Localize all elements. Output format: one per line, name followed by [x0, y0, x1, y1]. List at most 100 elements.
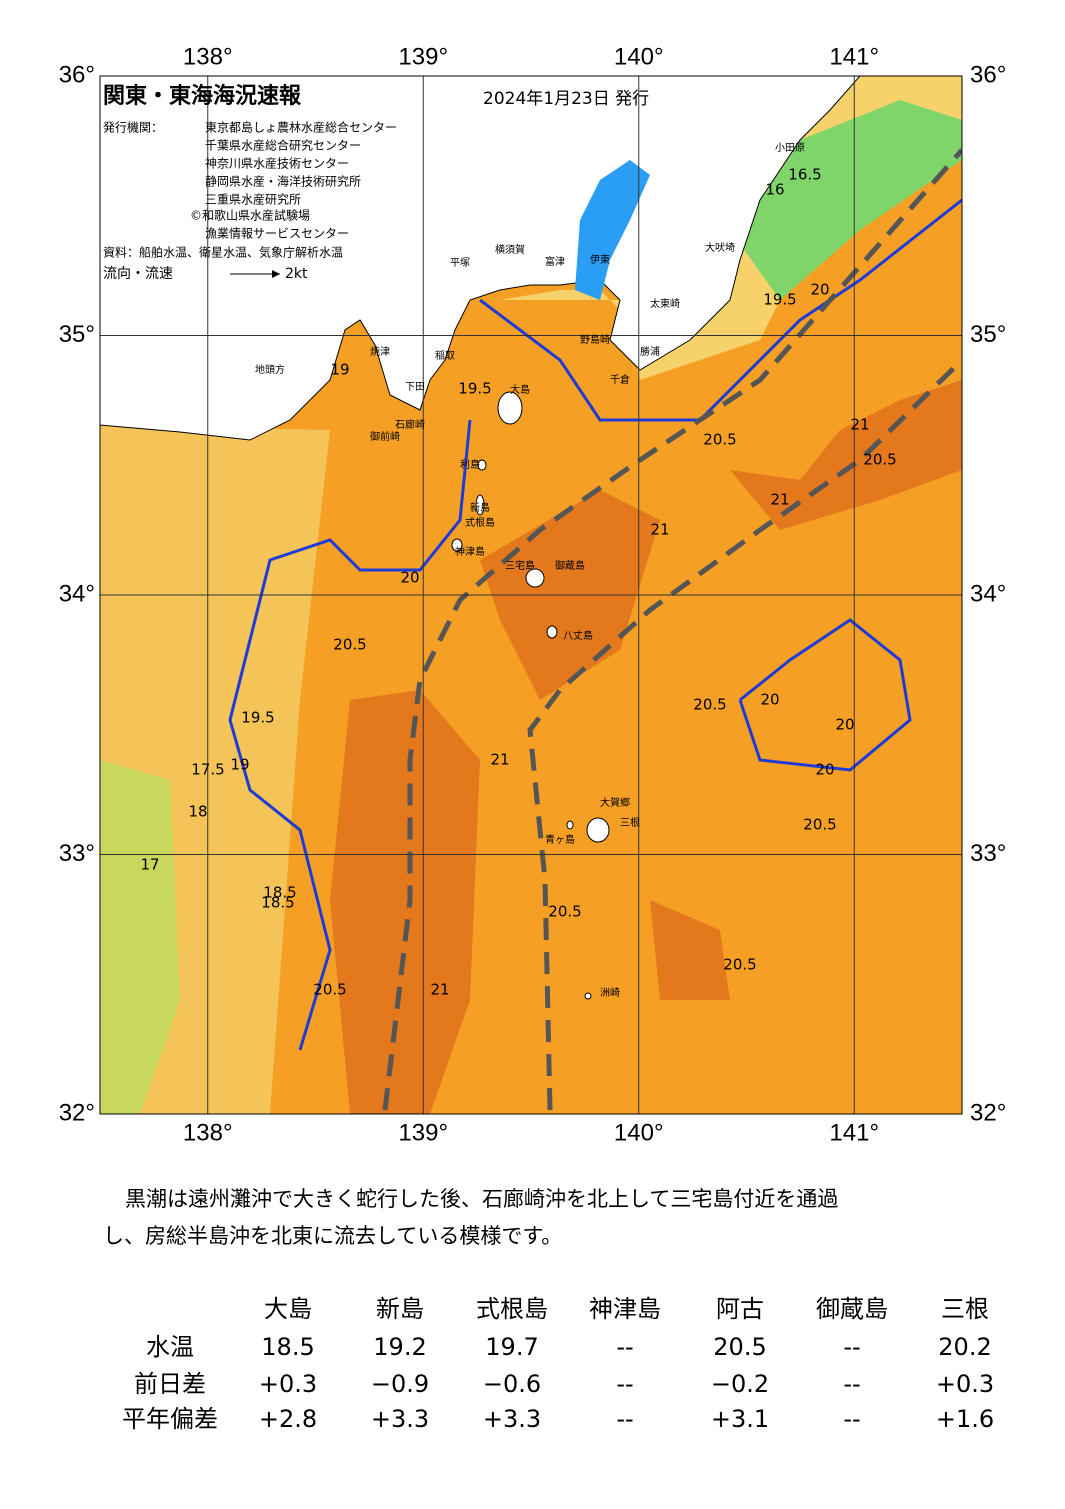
x-tick-label: 140° — [614, 43, 664, 70]
table-cell: -- — [843, 1370, 860, 1398]
place-name: 野島崎 — [580, 333, 610, 346]
table-header: 式根島 — [476, 1295, 548, 1323]
table-cell: 20.5 — [713, 1333, 766, 1361]
warm-water — [650, 900, 730, 1000]
place-name: 太東崎 — [650, 297, 680, 310]
issuer: 三重県水産研究所 — [205, 192, 301, 207]
contour-label: 20 — [835, 716, 854, 734]
place-name: 三宅島 — [505, 559, 535, 572]
place-name: 大吠埼 — [705, 241, 735, 254]
table-cell: -- — [843, 1405, 860, 1433]
contour-label: 21 — [490, 751, 509, 769]
table-header: 三根 — [941, 1295, 989, 1323]
contour-label: 17.5 — [191, 761, 224, 779]
contour-label: 19 — [230, 756, 249, 774]
place-name: 神津島 — [455, 545, 485, 558]
contour-label: 18.5 — [261, 894, 294, 912]
table-cell: −0.6 — [483, 1370, 541, 1398]
x-tick-label: 138° — [183, 43, 233, 70]
warm-water — [330, 690, 480, 1114]
x-tick-label: 141° — [829, 1119, 879, 1146]
flow-arrowhead — [272, 270, 280, 278]
row-label: 水温 — [146, 1333, 194, 1361]
issuer: 漁業情報サービスセンター — [205, 227, 349, 241]
place-name: 伊東 — [590, 253, 610, 266]
flow-scale: 2kt — [285, 266, 308, 282]
table-cell: −0.9 — [371, 1370, 429, 1398]
contour-label: 16 — [765, 181, 784, 199]
islands — [451, 391, 610, 1000]
row-label: 前日差 — [134, 1370, 206, 1398]
issuer: ©和歌山県水産試験場 — [190, 208, 310, 223]
title: 関東・東海海況速報 — [103, 83, 302, 109]
x-tick-label: 140° — [614, 1119, 664, 1146]
table-cell: -- — [616, 1370, 633, 1398]
tokyo-bay — [575, 160, 650, 300]
description: 黒潮は遠州灘沖で大きく蛇行した後、石廊崎沖を北上して三宅島付近を通過し、房総半島… — [103, 1187, 838, 1248]
table-cell: +3.1 — [711, 1405, 769, 1433]
table-header: 神津島 — [589, 1295, 661, 1323]
table-header: 阿古 — [716, 1295, 764, 1323]
table-cell: +1.6 — [936, 1405, 994, 1433]
table-cell: -- — [843, 1333, 860, 1361]
x-tick-label: 139° — [398, 43, 448, 70]
table-header: 新島 — [376, 1295, 424, 1323]
contour-label: 17 — [140, 856, 159, 874]
place-name: 勝浦 — [640, 345, 660, 358]
row-label: 平年偏差 — [122, 1405, 218, 1433]
contour-label: 20.5 — [863, 451, 896, 469]
y-tick-label: 34° — [970, 580, 1006, 607]
issuer: 千葉県水産総合研究センター — [205, 138, 361, 153]
place-name: 三根 — [620, 816, 640, 829]
contour-label: 20 — [810, 281, 829, 299]
table-cell: 20.2 — [938, 1333, 991, 1361]
table-cell: +0.3 — [259, 1370, 317, 1398]
table-cell: +3.3 — [371, 1405, 429, 1433]
land — [100, 76, 861, 441]
place-name: 富津 — [545, 255, 565, 268]
coastal-water — [730, 100, 962, 300]
x-tick-label: 139° — [398, 1119, 448, 1146]
place-name: 御蔵島 — [555, 559, 585, 572]
contour-label: 21 — [430, 981, 449, 999]
place-name: 地頭方 — [255, 363, 285, 376]
y-tick-label: 32° — [59, 1099, 95, 1126]
contour-label: 18.5 — [263, 884, 296, 902]
table-cell: +3.3 — [483, 1405, 541, 1433]
place-name: 焼津 — [370, 346, 390, 358]
table-header: 大島 — [264, 1295, 312, 1323]
place-name: 下田 — [405, 382, 425, 393]
issuer: 東京都島しょ農林水産総合センター — [205, 120, 397, 135]
contour-label: 20.5 — [333, 636, 366, 654]
place-name: 千倉 — [610, 373, 630, 386]
table-header: 御蔵島 — [816, 1295, 888, 1323]
issuer-label: 発行機関： — [103, 120, 163, 135]
contour-label: 21 — [650, 521, 669, 539]
map-frame — [99, 75, 963, 1115]
table-cell: −0.2 — [711, 1370, 769, 1398]
place-name: 式根島 — [465, 516, 495, 529]
issuer: 静岡県水産・海洋技術研究所 — [205, 174, 361, 189]
date: 2024年1月23日 発行 — [483, 89, 649, 109]
table-cell: 19.7 — [485, 1333, 538, 1361]
contour-label: 18 — [188, 803, 207, 821]
contour-label: 20.5 — [703, 431, 736, 449]
place-name: 青ヶ島 — [545, 833, 575, 846]
contour-label: 19.5 — [458, 380, 491, 398]
y-tick-label: 35° — [970, 321, 1006, 348]
table-cell: 19.2 — [373, 1333, 426, 1361]
contour-label: 20.5 — [313, 981, 346, 999]
y-tick-label: 35° — [59, 321, 95, 348]
contour-label: 20.5 — [693, 696, 726, 714]
contour-label: 19.5 — [763, 291, 796, 309]
place-name: 御前崎 — [370, 430, 400, 443]
place-name: 稲取 — [435, 350, 455, 362]
issuer: 神奈川県水産技術センター — [205, 156, 349, 171]
contour-label: 20 — [815, 761, 834, 779]
place-name: 石廊崎 — [395, 418, 425, 431]
place-name: 洲崎 — [600, 986, 620, 999]
x-tick-label: 141° — [829, 43, 879, 70]
contour-label: 16.5 — [788, 166, 821, 184]
place-name: 大島 — [510, 383, 530, 396]
place-name: 小田原 — [775, 142, 805, 154]
